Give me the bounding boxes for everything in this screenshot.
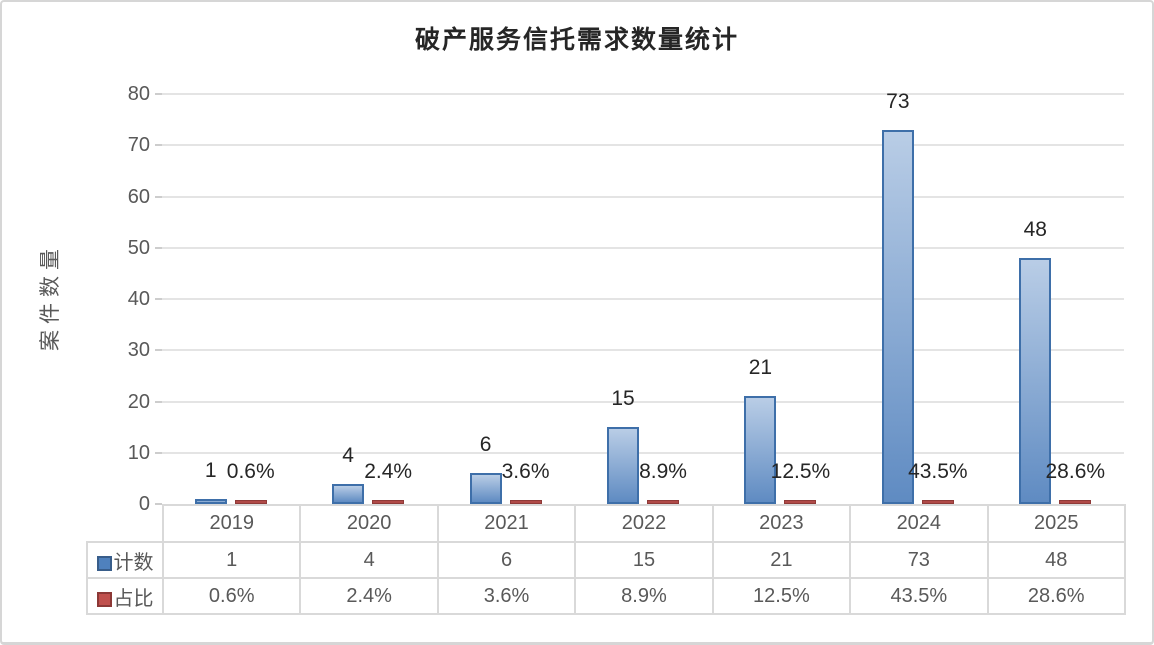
table-cell: 15	[574, 541, 714, 579]
table-cell: 48	[986, 541, 1126, 579]
y-tick-label: 30	[127, 339, 150, 362]
y-axis-tickmark	[155, 195, 162, 198]
ratio-data-label: 2.4%	[364, 460, 413, 483]
table-cell: 4	[299, 541, 439, 579]
table-year-header: 2020	[299, 504, 439, 543]
count-data-label: 73	[886, 89, 910, 113]
count-data-label: 15	[611, 387, 635, 411]
chart-title: 破产服务信托需求数量统计	[414, 27, 739, 54]
count-data-label: 4	[342, 443, 354, 467]
table-cell: 2.4%	[299, 577, 439, 615]
count-bar	[194, 498, 227, 504]
count-data-label: 1	[204, 458, 217, 482]
table-year-header: 2019	[161, 504, 302, 543]
gridline	[162, 195, 1124, 198]
ratio-bar	[647, 500, 679, 504]
data-table: 2019 2020 2021 2022 2023 2024 2025 计数 1 4 6 15 21 73 4…	[86, 504, 1126, 615]
ratio-data-label: 0.6%	[226, 460, 275, 483]
y-tick-label: 60	[127, 185, 150, 208]
y-tick-label: 40	[127, 288, 150, 310]
ratio-bar	[784, 500, 817, 504]
y-axis-tickmark	[155, 298, 162, 300]
count-bar	[744, 396, 777, 504]
ratio-bar	[509, 500, 542, 504]
ratio-bar	[1059, 500, 1092, 504]
ratio-data-label: 3.6%	[501, 460, 550, 483]
table-cell: 3.6%	[436, 577, 577, 615]
count-bar	[332, 483, 365, 504]
y-axis-tickmark	[155, 451, 162, 454]
table-year-header: 2023	[711, 504, 852, 543]
y-tick-label: 80	[127, 83, 150, 105]
y-axis-tickmark	[155, 503, 162, 505]
ratio-bar	[372, 500, 405, 504]
legend-key-icon	[96, 555, 112, 571]
y-axis-tickmark	[155, 144, 162, 147]
gridline	[162, 93, 1124, 95]
y-tick-label: 0	[138, 493, 150, 515]
table-cell: 8.9%	[574, 577, 714, 615]
table-year-header: 2022	[574, 504, 714, 543]
ratio-data-label: 43.5%	[908, 460, 968, 483]
gridline	[162, 144, 1124, 147]
ratio-bar	[234, 500, 267, 504]
table-series-legend: 计数	[86, 541, 164, 579]
y-axis-tickmark	[155, 400, 162, 403]
y-tick-label: 10	[127, 441, 150, 464]
count-bar	[1019, 258, 1052, 504]
table-cell: 73	[849, 541, 989, 579]
table-cell: 43.5%	[849, 577, 989, 615]
table-year-header: 2021	[436, 504, 577, 543]
y-tick-label: 50	[127, 236, 150, 259]
gridline	[162, 451, 1124, 454]
ratio-bar	[921, 500, 954, 504]
table-corner-blank	[87, 505, 163, 542]
y-axis-tickmark	[155, 246, 162, 249]
y-axis-tickmark	[155, 93, 162, 95]
count-data-label: 48	[1023, 218, 1047, 241]
gridline	[162, 246, 1124, 249]
table-cell: 0.6%	[161, 577, 302, 615]
count-data-label: 6	[479, 433, 492, 457]
count-bar	[607, 427, 639, 504]
table-cell: 28.6%	[986, 577, 1126, 615]
legend-key-icon	[96, 591, 112, 607]
y-tick-label: 20	[127, 390, 150, 413]
ratio-data-label: 8.9%	[639, 460, 687, 483]
gridline	[162, 349, 1124, 352]
table-year-header: 2025	[986, 504, 1126, 543]
table-cell: 12.5%	[711, 577, 852, 615]
count-bar	[469, 473, 502, 504]
count-data-label: 21	[748, 356, 773, 380]
y-axis-tickmark	[155, 349, 162, 352]
table-cell: 1	[161, 541, 302, 579]
y-tick-label: 70	[127, 134, 150, 157]
gridline	[162, 298, 1124, 300]
table-cell: 21	[711, 541, 852, 579]
table-year-header: 2024	[849, 504, 989, 543]
table-series-legend: 占比	[86, 577, 164, 615]
ratio-data-label: 28.6%	[1045, 460, 1106, 483]
count-bar	[881, 129, 914, 504]
table-cell: 6	[436, 541, 577, 579]
ratio-data-label: 12.5%	[770, 460, 831, 483]
gridline	[162, 400, 1124, 403]
